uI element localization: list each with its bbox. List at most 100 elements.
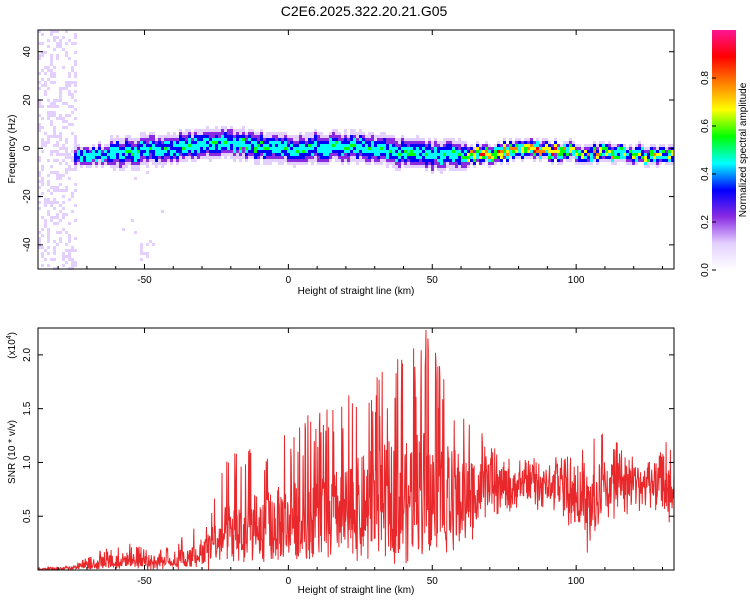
spectrogram-cell [140, 138, 143, 141]
spectrogram-cell [59, 252, 62, 255]
spectrogram-cell [368, 135, 371, 138]
spectrogram-cell [467, 144, 470, 147]
spectrogram-cell [155, 132, 158, 135]
spectrogram-cell [383, 138, 386, 141]
spectrogram-cell [428, 153, 431, 156]
spectrogram-cell [554, 147, 557, 150]
spectrogram-cell [41, 144, 44, 147]
spectrogram-cell [62, 144, 65, 147]
spectrogram-cell [380, 159, 383, 162]
spectrogram-cell [581, 162, 584, 165]
spectrogram-cell [410, 144, 413, 147]
spectrogram-cell [56, 84, 59, 87]
spectrogram-cell [284, 138, 287, 141]
spectrogram-cell [383, 129, 386, 132]
spectrogram-cell [632, 162, 635, 165]
spectrogram-cell [500, 150, 503, 153]
spectrogram-cell [605, 150, 608, 153]
spectrogram-cell [146, 159, 149, 162]
spectrogram-cell [287, 135, 290, 138]
spectrogram-cell [167, 135, 170, 138]
spectrogram-cell [44, 93, 47, 96]
spectrogram-cell [578, 162, 581, 165]
spectrogram-cell [56, 45, 59, 48]
spectrogram-cell [329, 138, 332, 141]
spectrogram-cell [419, 132, 422, 135]
spectrogram-cell [44, 123, 47, 126]
spectrogram-cell [71, 105, 74, 108]
spectrogram-cell [47, 240, 50, 243]
spectrogram-cell [467, 150, 470, 153]
spectrogram-cell [203, 153, 206, 156]
spectrogram-cell [245, 165, 248, 168]
spectrogram-cell [242, 156, 245, 159]
spectrogram-cell [197, 144, 200, 147]
spectrogram-cell [398, 159, 401, 162]
spectrogram-cell [170, 168, 173, 171]
spectrogram-cell [203, 159, 206, 162]
spectrogram-cell [65, 246, 68, 249]
spectrogram-cell [71, 132, 74, 135]
snr-y-tick-label: 1.0 [22, 455, 33, 469]
spectrogram-cell [173, 135, 176, 138]
spectrogram-cell [215, 162, 218, 165]
spectrogram-cell [47, 198, 50, 201]
spectrogram-cell [188, 162, 191, 165]
spectrogram-cell [80, 159, 83, 162]
spectrogram-cell [134, 150, 137, 153]
spectrogram-cell [305, 132, 308, 135]
spectrogram-cell [50, 165, 53, 168]
spectrogram-cell [224, 138, 227, 141]
spectrogram-cell [350, 132, 353, 135]
spectrogram-cell [62, 243, 65, 246]
spectrogram-cell [59, 87, 62, 90]
spectrogram-cell [104, 159, 107, 162]
spectrogram-cell [56, 36, 59, 39]
spectrogram-cell [65, 138, 68, 141]
spectrogram-cell [536, 135, 539, 138]
spectrogram-cell [62, 201, 65, 204]
spectrogram-cell [68, 72, 71, 75]
spectrogram-cell [530, 153, 533, 156]
spectrogram-cell [269, 138, 272, 141]
spectrogram-cell [317, 156, 320, 159]
spectrogram-cell [188, 129, 191, 132]
spectrogram-cell [53, 30, 56, 33]
spectrogram-cell [203, 135, 206, 138]
spectrogram-cell [170, 141, 173, 144]
spectrogram-cell [470, 162, 473, 165]
spectrogram-cell [614, 156, 617, 159]
spectrogram-cell [50, 72, 53, 75]
spectrogram-cell [434, 138, 437, 141]
spectrogram-cell [650, 162, 653, 165]
spectrogram-cell [125, 168, 128, 171]
spectrogram-cell [266, 168, 269, 171]
spectrogram-cell [479, 165, 482, 168]
spectrogram-cell [134, 138, 137, 141]
spectrogram-cell [323, 168, 326, 171]
spectrogram-cell [332, 141, 335, 144]
spectrogram-cell [218, 162, 221, 165]
spectrogram-cell [245, 159, 248, 162]
spectrogram-cell [497, 141, 500, 144]
spectrogram-cell [656, 147, 659, 150]
spectrogram-cell [620, 153, 623, 156]
spectrogram-cell [71, 186, 74, 189]
spectrogram-cell [317, 165, 320, 168]
spectrogram-cell [455, 135, 458, 138]
spectrogram-cell [41, 30, 44, 33]
spectrogram-cell [152, 231, 155, 234]
spectrogram-cell [212, 132, 215, 135]
spectrogram-cell [620, 150, 623, 153]
spectrogram-cell [479, 150, 482, 153]
spectrogram-cell [557, 159, 560, 162]
spectrogram-cell [509, 144, 512, 147]
spectrogram-cell [413, 138, 416, 141]
spectrogram-cell [299, 159, 302, 162]
spectrogram-cell [347, 132, 350, 135]
spectrogram-cell [518, 150, 521, 153]
spectrogram-cell [59, 57, 62, 60]
spectrogram-cell [116, 168, 119, 171]
spectrogram-cell [110, 138, 113, 141]
spectrogram-cell [470, 147, 473, 150]
